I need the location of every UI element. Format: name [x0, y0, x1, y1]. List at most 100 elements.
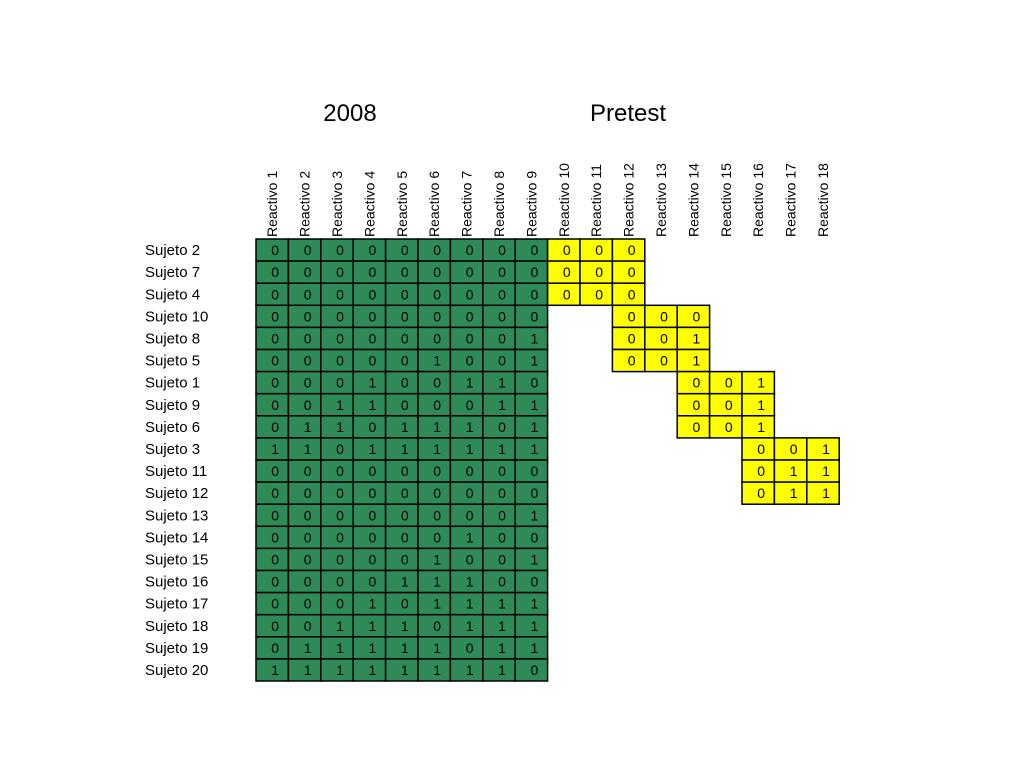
base-cell-value: 0	[336, 485, 344, 501]
row-header: Sujeto 11	[145, 463, 207, 480]
pretest-cell-value: 1	[757, 397, 765, 413]
pretest-cell-value: 1	[822, 441, 830, 457]
base-cell-value: 1	[369, 618, 377, 634]
base-cell-value: 1	[401, 441, 409, 457]
base-cell-value: 1	[498, 596, 506, 612]
pretest-cell-value: 0	[693, 419, 701, 435]
row-header: Sujeto 7	[145, 264, 200, 281]
base-cell-value: 0	[466, 308, 474, 324]
base-cell-value: 0	[401, 375, 409, 391]
row-header: Sujeto 5	[145, 353, 200, 370]
base-cell-value: 0	[369, 507, 377, 523]
base-cell-value: 0	[433, 375, 441, 391]
base-cell-value: 0	[433, 264, 441, 280]
base-cell-value: 0	[401, 308, 409, 324]
column-header: Reactivo 15	[718, 163, 734, 237]
row-header: Sujeto 1	[145, 375, 200, 392]
base-cell-value: 1	[401, 662, 409, 678]
base-cell-value: 1	[531, 552, 539, 568]
pretest-cell-value: 0	[725, 419, 733, 435]
base-cell-value: 0	[271, 574, 279, 590]
base-cell-value: 1	[466, 662, 474, 678]
base-cell-value: 1	[304, 640, 312, 656]
base-cell-value: 1	[498, 618, 506, 634]
base-cell-value: 0	[336, 507, 344, 523]
base-cell-value: 0	[498, 353, 506, 369]
base-cell-value: 1	[466, 375, 474, 391]
base-cell-value: 0	[336, 264, 344, 280]
base-cell-value: 0	[401, 286, 409, 302]
base-cell-value: 0	[531, 574, 539, 590]
base-cell-value: 0	[304, 264, 312, 280]
base-cell-value: 0	[336, 330, 344, 346]
base-cell-value: 1	[433, 552, 441, 568]
base-cell-value: 0	[271, 507, 279, 523]
base-cell-value: 1	[336, 397, 344, 413]
base-cell-value: 0	[498, 308, 506, 324]
base-cell-value: 0	[271, 286, 279, 302]
column-headers: Reactivo 1 Reactivo 2 Reactivo 3 Reactivo 4…	[264, 163, 831, 237]
base-cell-value: 1	[401, 574, 409, 590]
base-cell-value: 1	[531, 353, 539, 369]
column-header: Reactivo 7	[459, 171, 475, 237]
column-header: Reactivo 17	[783, 163, 799, 237]
base-cell-value: 1	[304, 419, 312, 435]
base-cell-value: 0	[531, 485, 539, 501]
base-cell-value: 0	[271, 463, 279, 479]
pretest-cell-value: 0	[693, 308, 701, 324]
base-cell-value: 0	[336, 574, 344, 590]
base-cell-value: 0	[433, 485, 441, 501]
column-header: Reactivo 8	[491, 171, 507, 237]
pretest-cell-value: 0	[660, 353, 668, 369]
base-cell-value: 1	[466, 441, 474, 457]
base-cell-value: 0	[271, 242, 279, 258]
base-cell-value: 0	[304, 529, 312, 545]
base-cell-value: 1	[369, 441, 377, 457]
base-cell-value: 0	[498, 286, 506, 302]
base-cell-value: 1	[271, 662, 279, 678]
base-cell-value: 0	[466, 353, 474, 369]
base-cell-value: 0	[271, 485, 279, 501]
row-header: Sujeto 3	[145, 441, 200, 458]
base-cell-value: 1	[498, 640, 506, 656]
pretest-cell-value: 1	[693, 353, 701, 369]
base-cell-value: 0	[304, 308, 312, 324]
base-cell-value: 0	[271, 618, 279, 634]
pretest-cell-value: 0	[595, 264, 603, 280]
pretest-cell-value: 0	[595, 242, 603, 258]
base-cell-value: 0	[304, 574, 312, 590]
base-cell-value: 0	[433, 397, 441, 413]
base-cell-value: 1	[531, 330, 539, 346]
base-cell-value: 0	[531, 242, 539, 258]
base-cell-value: 0	[531, 375, 539, 391]
base-cell-value: 0	[304, 353, 312, 369]
base-cell-value: 1	[531, 441, 539, 457]
base-cell-value: 1	[369, 397, 377, 413]
pretest-cell	[806, 481, 840, 505]
base-cell-value: 0	[466, 507, 474, 523]
row-header: Sujeto 19	[145, 640, 208, 657]
row-header: Sujeto 4	[145, 286, 200, 303]
pretest-cell-value: 0	[563, 242, 571, 258]
pretest-cell-value: 0	[693, 375, 701, 391]
column-header: Reactivo 9	[523, 171, 539, 237]
base-cell-value: 0	[401, 353, 409, 369]
base-cell-value: 0	[466, 552, 474, 568]
pretest-cell-value: 0	[725, 375, 733, 391]
base-cell-value: 0	[433, 529, 441, 545]
base-cell-value: 0	[498, 574, 506, 590]
pretest-cell-value: 0	[563, 264, 571, 280]
pretest-cell-value: 1	[757, 375, 765, 391]
base-cell-value: 0	[466, 330, 474, 346]
base-cell-value: 0	[369, 552, 377, 568]
row-header: Sujeto 2	[145, 242, 200, 259]
base-cell-value: 1	[401, 419, 409, 435]
base-cell-value: 0	[531, 463, 539, 479]
base-cell	[514, 658, 549, 682]
base-cell-value: 0	[336, 441, 344, 457]
matrix-cells: 0 0 0 0 0 0 0 0 0 0 0 0 0 0 0 0 0 0 0 0 0 0 0 0 0 0 0 0 0 0 0 0 0 0 0 0 0 0 0 0…	[255, 238, 840, 682]
row-header: Sujeto 18	[145, 618, 208, 635]
pretest-cell-value: 0	[628, 353, 636, 369]
pretest-cell-value: 0	[790, 441, 798, 457]
row-header: Sujeto 6	[145, 419, 200, 436]
